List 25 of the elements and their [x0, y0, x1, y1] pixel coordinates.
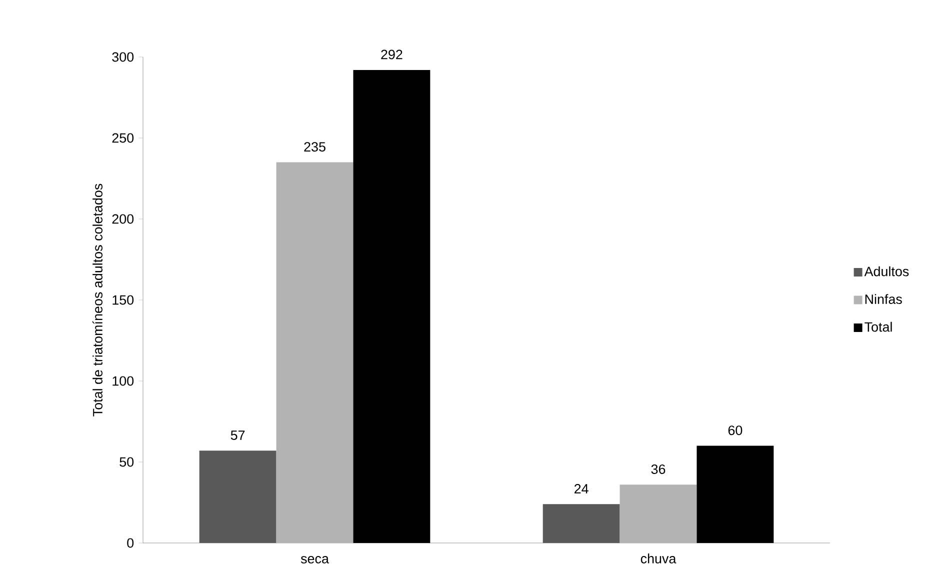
legend-label: Total — [864, 322, 892, 332]
data-label: 60 — [728, 426, 742, 436]
legend-label: Adultos — [864, 266, 909, 276]
y-tick-label: 300 — [112, 52, 134, 62]
y-tick-label: 100 — [112, 376, 134, 386]
bar — [620, 484, 697, 543]
data-label: 36 — [651, 464, 666, 474]
data-label: 235 — [304, 142, 326, 152]
data-label: 57 — [230, 430, 245, 440]
legend-label: Ninfas — [865, 294, 902, 304]
bar — [542, 504, 620, 543]
y-tick-label: 200 — [112, 214, 134, 224]
bar — [199, 450, 276, 543]
bar — [353, 70, 430, 543]
bar — [276, 162, 354, 543]
data-label: 24 — [574, 484, 588, 494]
y-tick-label: 0 — [127, 538, 134, 548]
x-tick-label: chuva — [640, 554, 676, 564]
y-axis-title: Total de triatomíneos adultos coletados — [92, 184, 102, 416]
data-label: 292 — [381, 50, 402, 60]
y-tick-label: 50 — [120, 457, 134, 467]
x-tick-label: seca — [300, 556, 329, 564]
y-tick-label: 250 — [112, 133, 134, 143]
y-tick-label: 150 — [112, 295, 134, 305]
bar — [696, 446, 774, 543]
